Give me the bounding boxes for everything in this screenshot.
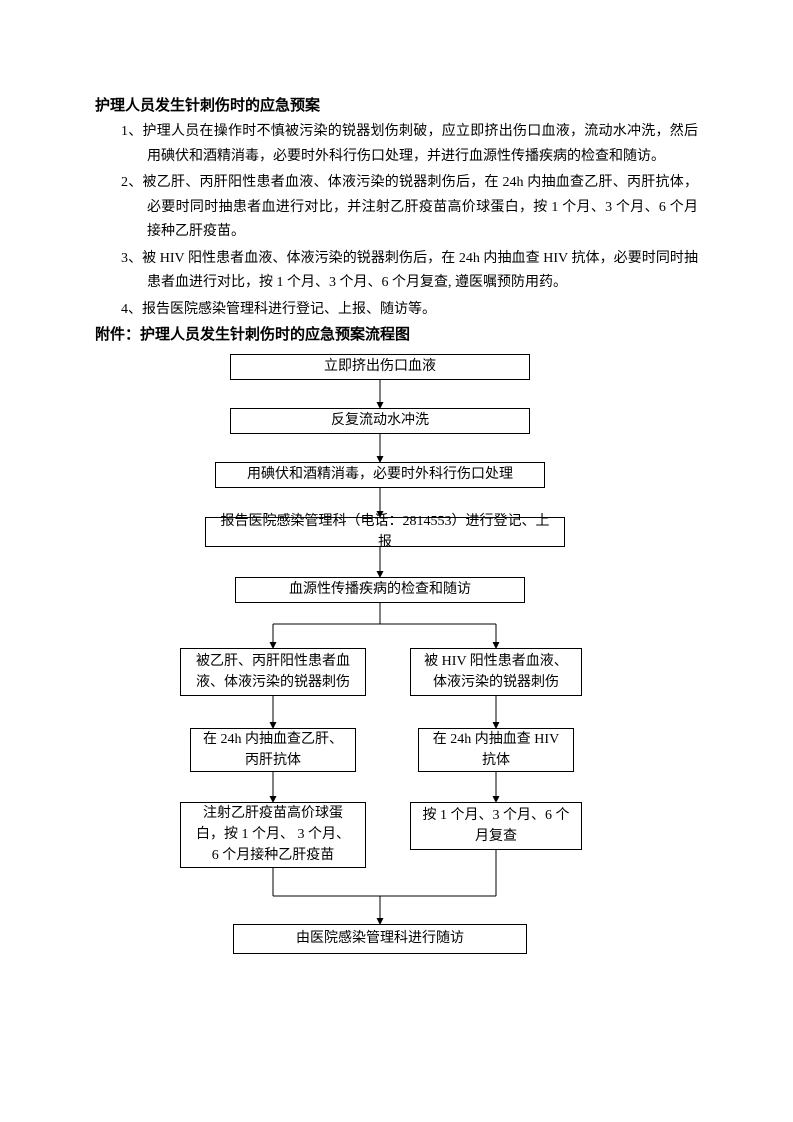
flow-node-n11: 按 1 个月、3 个月、6 个月复查: [410, 802, 582, 850]
flow-node-n12: 由医院感染管理科进行随访: [233, 924, 527, 954]
list-item: 2、被乙肝、丙肝阳性患者血液、体液污染的锐器刺伤后，在 24h 内抽血查乙肝、丙…: [121, 171, 698, 245]
attachment-title: 附件：护理人员发生针刺伤时的应急预案流程图: [95, 324, 698, 347]
flow-node-n4: 报告医院感染管理科（电话：2814553）进行登记、上报: [205, 517, 565, 547]
flow-node-n5: 血源性传播疾病的检查和随访: [235, 577, 525, 603]
list-item: 4、报告医院感染管理科进行登记、上报、随访等。: [121, 298, 698, 323]
numbered-list: 1、护理人员在操作时不慎被污染的锐器划伤刺破，应立即挤出伤口血液，流动水冲洗，然…: [95, 120, 698, 322]
flow-node-n3: 用碘伏和酒精消毒，必要时外科行伤口处理: [215, 462, 545, 488]
flow-node-n10: 注射乙肝疫苗高价球蛋白，按 1 个月、 3 个月、 6 个月接种乙肝疫苗: [180, 802, 366, 868]
section-title: 护理人员发生针刺伤时的应急预案: [95, 95, 698, 118]
flow-node-n8: 在 24h 内抽血查乙肝、丙肝抗体: [190, 728, 356, 772]
flow-node-n7: 被 HIV 阳性患者血液、体液污染的锐器刺伤: [410, 648, 582, 696]
flow-node-n6: 被乙肝、丙肝阳性患者血液、体液污染的锐器刺伤: [180, 648, 366, 696]
flowchart: 立即挤出伤口血液反复流动水冲洗用碘伏和酒精消毒，必要时外科行伤口处理报告医院感染…: [95, 352, 698, 1032]
flow-node-n2: 反复流动水冲洗: [230, 408, 530, 434]
flow-node-n9: 在 24h 内抽血查 HIV 抗体: [418, 728, 574, 772]
list-item: 3、被 HIV 阳性患者血液、体液污染的锐器刺伤后，在 24h 内抽血查 HIV…: [121, 247, 698, 296]
flow-node-n1: 立即挤出伤口血液: [230, 354, 530, 380]
list-item: 1、护理人员在操作时不慎被污染的锐器划伤刺破，应立即挤出伤口血液，流动水冲洗，然…: [121, 120, 698, 169]
